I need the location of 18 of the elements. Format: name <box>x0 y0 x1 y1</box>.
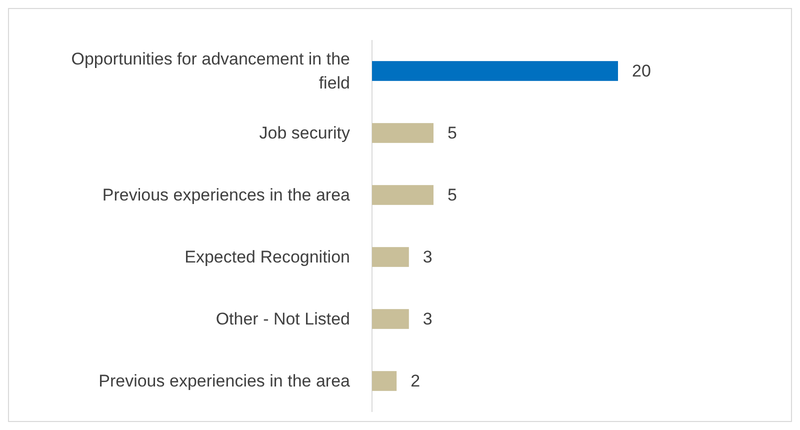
data-label: 3 <box>422 310 432 328</box>
data-label: 20 <box>632 62 651 80</box>
bar <box>372 247 409 267</box>
data-label: 5 <box>448 124 457 142</box>
y-tick-label: Previous experiences in the area <box>102 186 351 204</box>
y-tick-label: Other - Not Listed <box>216 310 350 328</box>
y-tick-label: Expected Recognition <box>184 248 350 266</box>
bar <box>372 61 618 81</box>
y-tick-label: Job security <box>259 124 350 142</box>
data-label: 3 <box>422 248 432 266</box>
data-label: 5 <box>448 186 457 204</box>
bar <box>372 309 409 329</box>
data-label: 2 <box>410 372 420 390</box>
y-tick-label: Opportunities for advancement in the field <box>71 50 350 92</box>
bar <box>372 371 397 391</box>
bar <box>372 185 434 205</box>
bar <box>372 123 434 143</box>
y-tick-label: Previous experiencies in the area <box>98 372 351 390</box>
